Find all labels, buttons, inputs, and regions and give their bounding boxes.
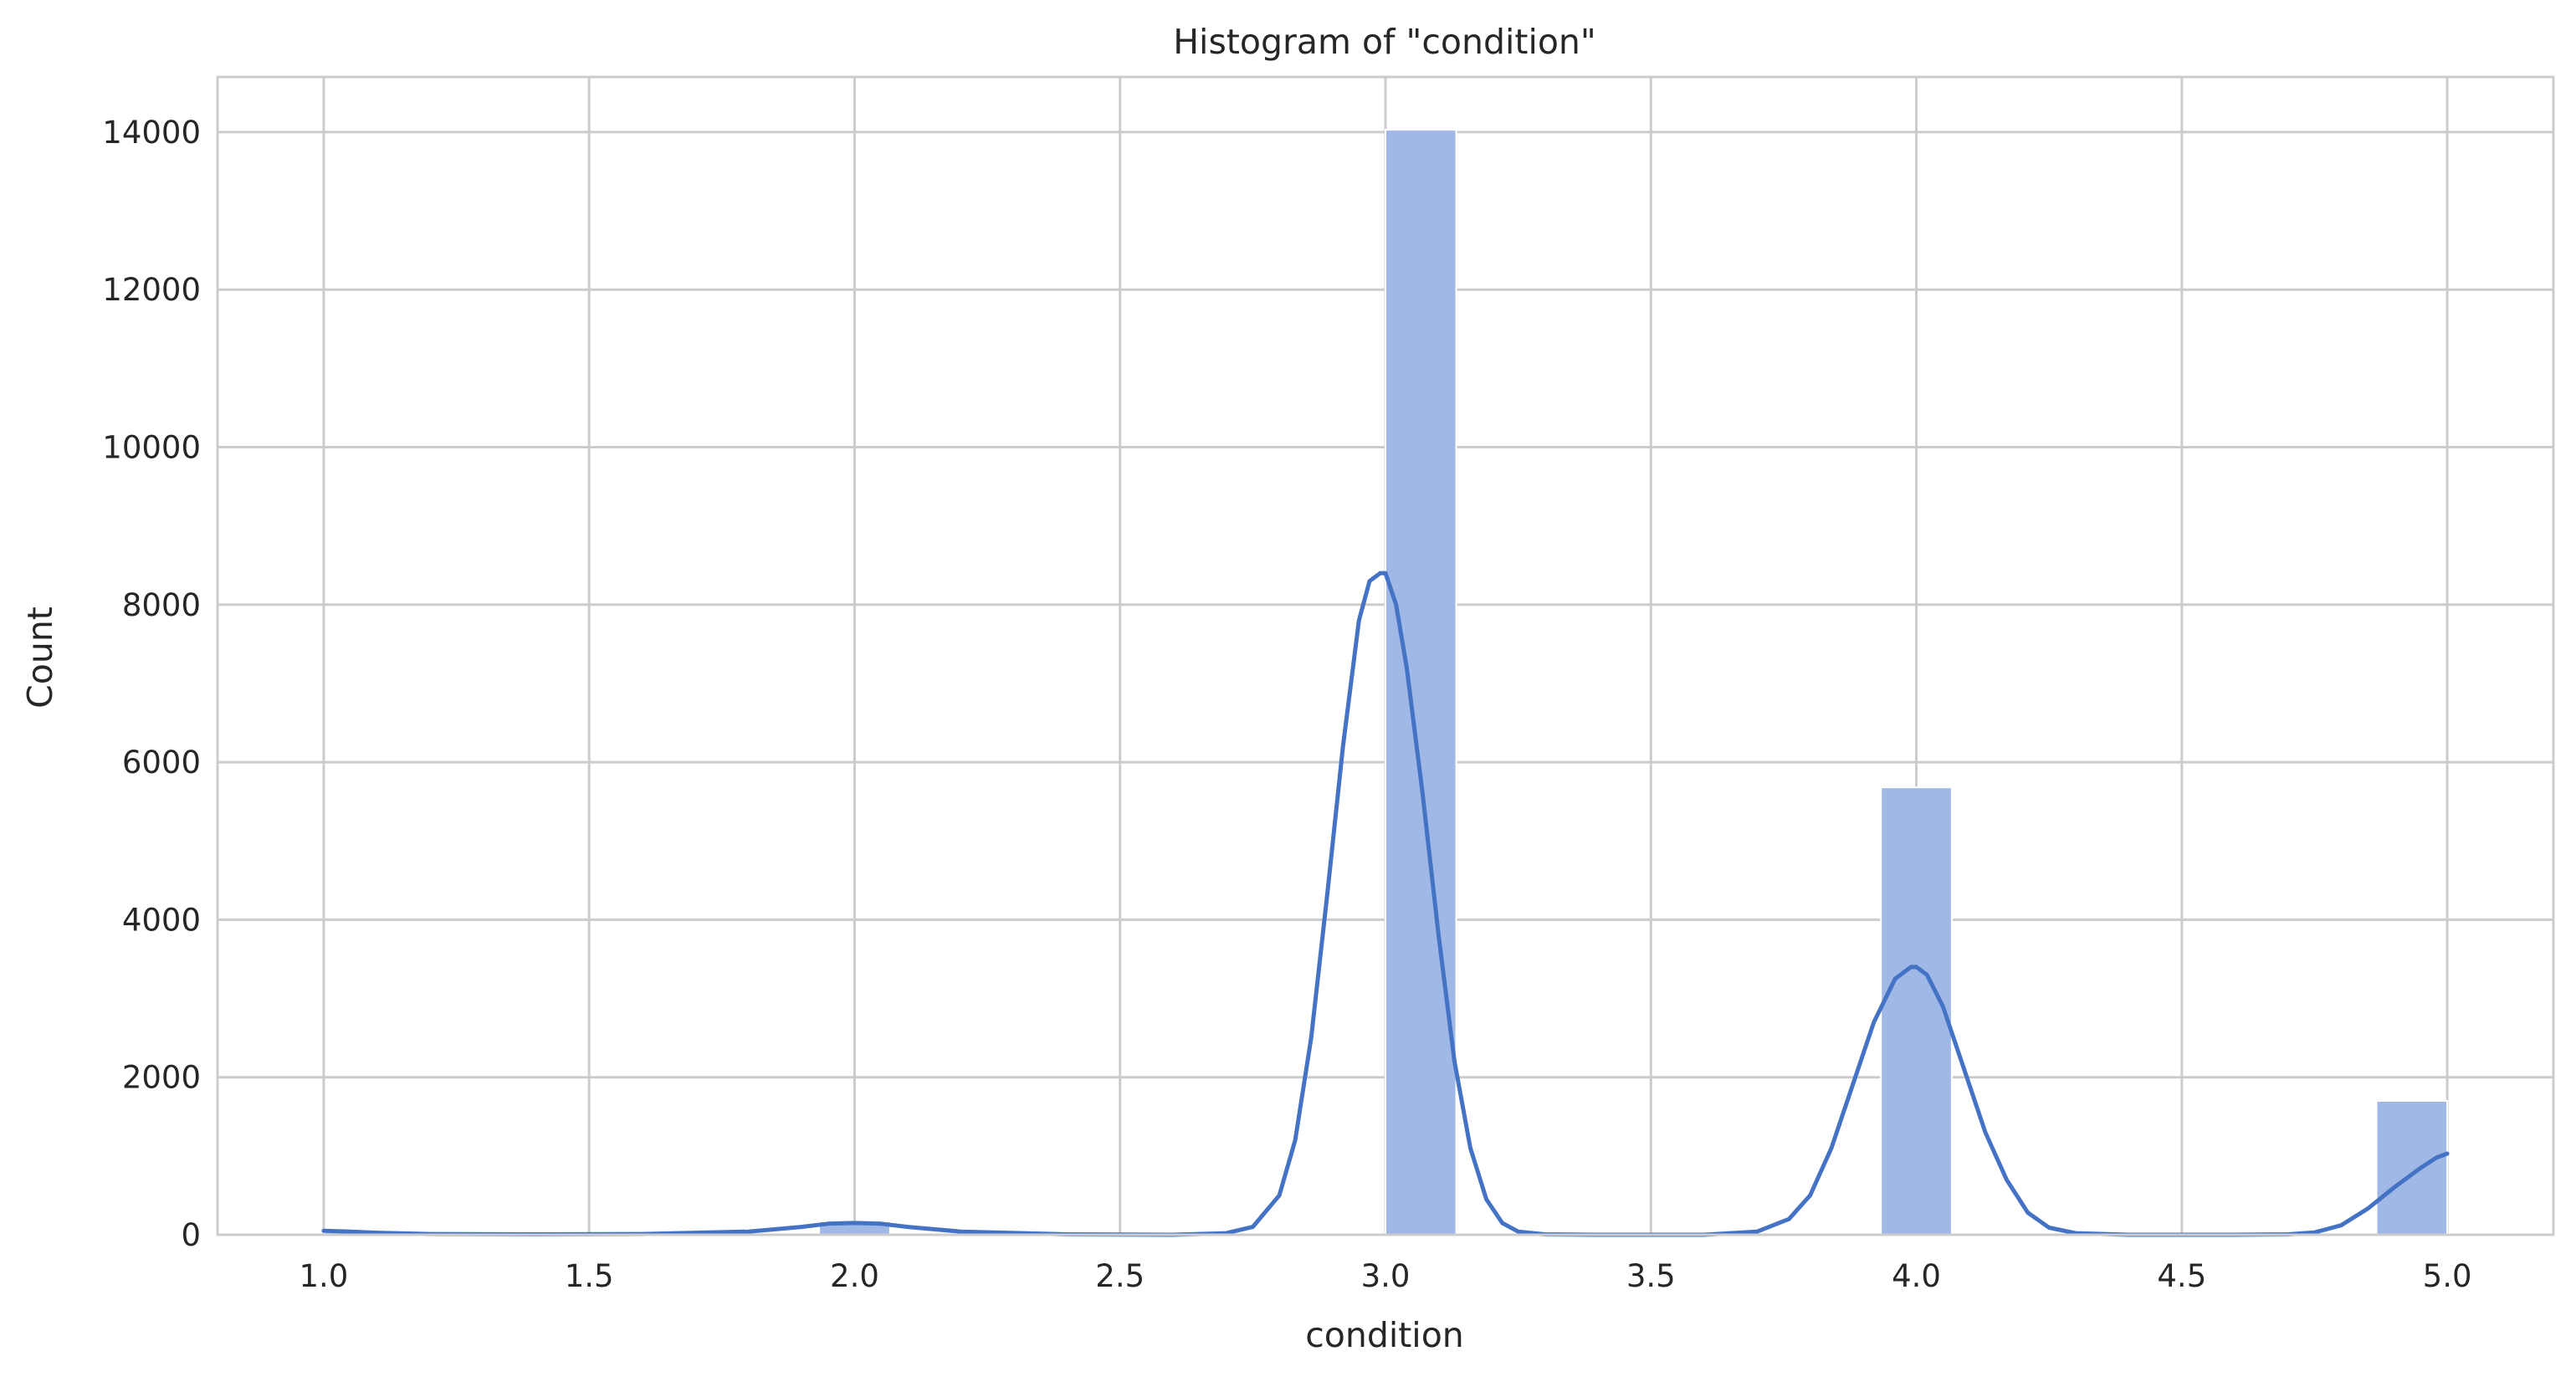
kde-line xyxy=(321,571,2450,1237)
x-axis-label: condition xyxy=(1305,1315,1464,1355)
y-tick-label: 4000 xyxy=(122,902,201,938)
x-axis-ticks: 1.0 1.5 2.0 2.5 3.0 3.5 4.0 4.5 5.0 xyxy=(299,1258,2471,1294)
x-tick-label: 3.5 xyxy=(1626,1258,1676,1294)
y-axis-ticks: 0 2000 4000 6000 8000 10000 12000 14000 xyxy=(102,115,201,1253)
x-tick-label: 1.0 xyxy=(299,1258,348,1294)
histogram-bar xyxy=(2375,1099,2449,1236)
x-tick-label: 5.0 xyxy=(2423,1258,2472,1294)
x-tick-label: 4.5 xyxy=(2157,1258,2206,1294)
y-axis-label: Count xyxy=(20,607,60,709)
kde-curve-group xyxy=(321,571,2450,1237)
histogram-bar xyxy=(1880,786,1953,1236)
histogram-bars xyxy=(322,129,2449,1236)
y-tick-label: 8000 xyxy=(122,587,201,623)
x-tick-label: 2.5 xyxy=(1095,1258,1145,1294)
y-tick-label: 6000 xyxy=(122,745,201,781)
y-tick-label: 12000 xyxy=(102,272,201,308)
chart-title: Histogram of "condition" xyxy=(1173,22,1596,62)
x-tick-label: 1.5 xyxy=(565,1258,614,1294)
y-tick-label: 0 xyxy=(181,1217,201,1253)
y-tick-label: 2000 xyxy=(122,1060,201,1096)
plot-frame xyxy=(216,75,2555,1236)
y-tick-label: 14000 xyxy=(102,115,201,151)
x-tick-label: 4.0 xyxy=(1892,1258,1941,1294)
x-tick-label: 2.0 xyxy=(830,1258,879,1294)
x-tick-label: 3.0 xyxy=(1361,1258,1411,1294)
histogram-bar xyxy=(1385,129,1457,1236)
y-tick-label: 10000 xyxy=(102,430,201,466)
